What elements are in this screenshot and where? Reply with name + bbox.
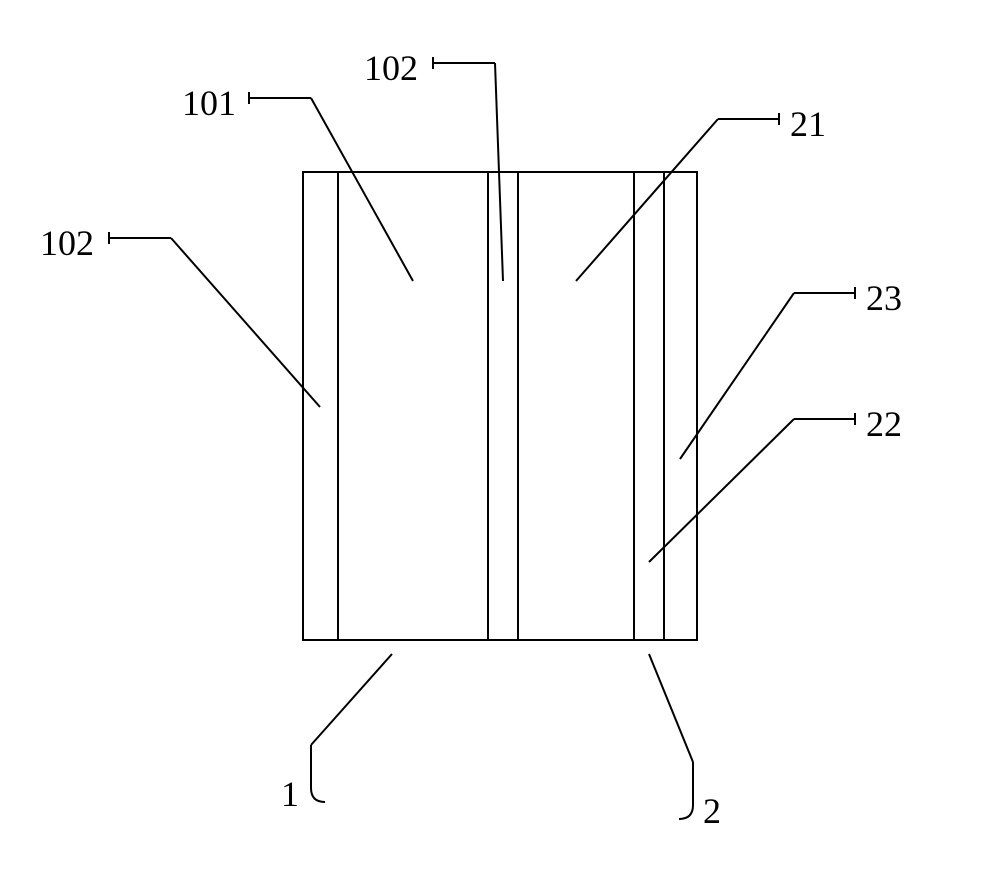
callout-label: 102 — [364, 48, 418, 88]
callout-label: 23 — [866, 278, 902, 318]
callout-label: 1 — [281, 774, 299, 814]
callout-label: 101 — [182, 83, 236, 123]
callout-label: 21 — [790, 104, 826, 144]
callout-label: 22 — [866, 404, 902, 444]
callout-label: 102 — [40, 223, 94, 263]
callout-label: 2 — [703, 791, 721, 831]
